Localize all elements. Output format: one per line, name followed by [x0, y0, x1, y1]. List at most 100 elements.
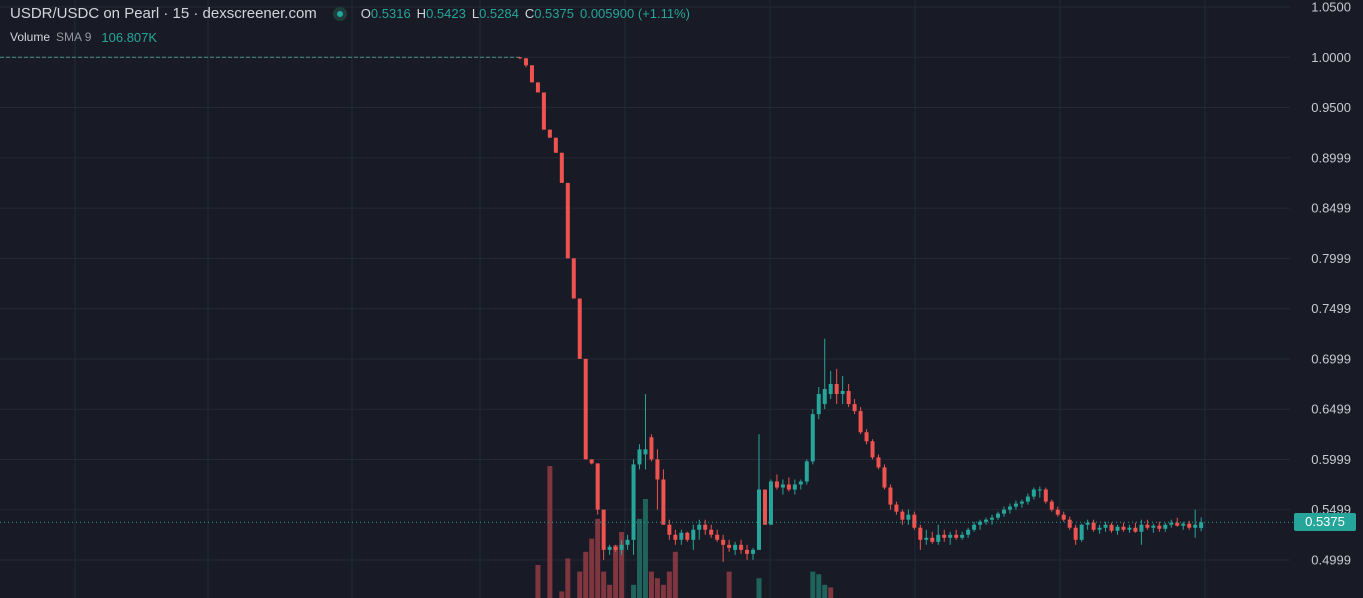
volume-bar: [559, 591, 565, 598]
candle-body: [912, 514, 917, 528]
candle-body: [649, 437, 654, 460]
candle-body: [876, 457, 881, 468]
candle-body: [990, 517, 995, 520]
candle-body: [1133, 527, 1138, 532]
volume-bar: [672, 551, 678, 598]
sma-label: SMA 9: [56, 30, 92, 44]
candle-body: [1115, 526, 1120, 531]
candle-body: [655, 459, 660, 480]
candle-body: [1145, 524, 1150, 528]
live-status-icon[interactable]: [332, 6, 347, 21]
candle-body: [786, 484, 791, 490]
candle-body: [1007, 506, 1012, 510]
volume-bar: [726, 571, 732, 598]
candle-body: [930, 537, 935, 542]
volume-bar: [642, 499, 648, 598]
current-price-tag: 0.5375: [1294, 513, 1356, 531]
candle-body: [535, 82, 540, 93]
candle-body: [631, 464, 636, 540]
candle-body: [1121, 526, 1126, 530]
candle-body: [1079, 524, 1084, 540]
candle-body: [1139, 524, 1144, 532]
candle-body: [1031, 489, 1036, 497]
candle-body: [960, 534, 965, 538]
candle-body: [1019, 501, 1024, 504]
volume-bar: [601, 571, 607, 598]
candle-body: [840, 391, 845, 395]
candle-body: [810, 414, 815, 462]
candle-body: [780, 484, 785, 488]
candle-body: [541, 92, 546, 130]
candle-body: [583, 358, 588, 460]
volume-bar: [660, 584, 666, 598]
candle-body: [894, 504, 899, 512]
candle-body: [529, 65, 534, 83]
candle-body: [882, 467, 887, 488]
candle-body: [745, 549, 750, 554]
candle-body: [1169, 522, 1174, 525]
candle-body: [1193, 524, 1198, 528]
candle-body: [984, 519, 989, 522]
candle-body: [1073, 527, 1078, 540]
candle-body: [966, 529, 971, 535]
ohlc-values: O0.5316 H0.5423 L0.5284 C0.5375 0.005900…: [361, 6, 690, 21]
volume-bar: [654, 578, 660, 598]
candle-body: [900, 511, 905, 520]
candle-body: [523, 58, 528, 66]
high-value: 0.5423: [426, 6, 466, 21]
volume-bar: [613, 545, 619, 598]
candle-body: [1181, 523, 1186, 526]
candle-body: [1055, 509, 1060, 515]
y-tick-label: 0.7499: [1311, 301, 1351, 316]
candle-body: [1127, 527, 1132, 530]
chart-title: USDR/USDC on Pearl · 15 · dexscreener.co…: [10, 5, 317, 22]
y-tick-label: 0.7999: [1311, 251, 1351, 266]
volume-bar: [666, 571, 672, 598]
candle-body: [595, 463, 600, 510]
candle-body: [607, 546, 612, 550]
high-label: H: [416, 6, 427, 21]
y-tick-label: 0.5999: [1311, 452, 1351, 467]
candle-body: [1109, 524, 1114, 531]
candle-body: [1103, 524, 1108, 528]
candle-body: [858, 411, 863, 433]
candle-body: [757, 489, 761, 550]
volume-value: 106.807K: [101, 30, 158, 45]
candle-body: [804, 461, 809, 482]
candle-body: [1037, 489, 1042, 491]
y-tick-label: 0.6999: [1311, 351, 1351, 366]
volume-bar: [565, 558, 571, 598]
candle-body: [613, 546, 618, 550]
candle-body: [553, 137, 558, 153]
candle-body: [936, 534, 941, 542]
open-value: 0.5316: [370, 6, 411, 21]
volume-bars: [535, 466, 834, 598]
candle-body: [643, 449, 648, 455]
y-tick-label: 0.9500: [1311, 100, 1351, 115]
candle-body: [1043, 489, 1048, 502]
candle-body: [733, 544, 738, 550]
candle-body: [691, 529, 696, 540]
candle-body: [625, 539, 630, 545]
volume-bar: [648, 571, 654, 598]
candle-body: [1025, 496, 1030, 502]
volume-bar: [619, 532, 625, 598]
candle-body: [774, 481, 779, 488]
candle-body: [918, 527, 923, 540]
volume-bar: [822, 584, 828, 598]
volume-bar: [583, 551, 589, 598]
candle-body: [1067, 519, 1072, 528]
change-value: 0.005900 (+1.11%): [579, 6, 690, 21]
candle-body: [1085, 522, 1090, 525]
candle-body: [667, 524, 672, 535]
volume-bar: [535, 565, 541, 598]
y-tick-label: 0.8999: [1311, 150, 1351, 165]
volume-bar: [756, 578, 762, 598]
chart-legend: USDR/USDC on Pearl · 15 · dexscreener.co…: [10, 5, 690, 22]
candle-body: [565, 182, 570, 259]
candle-body: [559, 152, 564, 183]
open-label: O: [360, 6, 371, 21]
candle-body: [924, 537, 929, 540]
candle-body: [942, 534, 947, 538]
